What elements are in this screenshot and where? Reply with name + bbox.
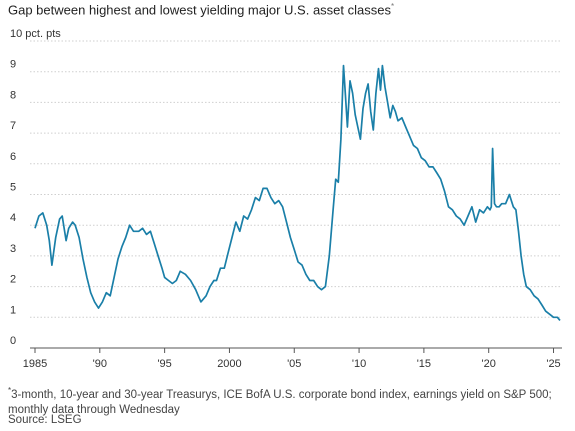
x-tick-label-2005: '05 [287,358,301,370]
title-footnote-marker: * [390,2,395,11]
y-axis-tick-labels: 0 1 2 3 4 5 6 7 8 9 [10,59,16,347]
footnote-text: 3-month, 10-year and 30-year Treasurys, … [8,388,552,416]
source-line: Source: LSEG [8,414,82,426]
x-tick-label-1990: '90 [93,358,107,370]
y-tick-label-7: 7 [10,120,16,132]
y-tick-label-5: 5 [10,182,16,194]
y-tick-label-9: 9 [10,59,16,71]
chart-title: Gap between highest and lowest yielding … [8,2,394,17]
y-tick-label-3: 3 [10,243,16,255]
line-chart: 0 1 2 3 4 5 6 7 8 9 10 pct. pts 1985 '90 '95 2000 '05… [10,28,562,370]
footnote-marker: * [8,386,12,395]
x-tick-label-2025: '25 [546,358,560,370]
y-tick-label-8: 8 [10,89,16,101]
chart-title-text: Gap between highest and lowest yielding … [8,2,391,18]
series-line-yield-gap [34,64,561,321]
y-tick-label-4: 4 [10,212,16,224]
y-tick-label-2: 2 [10,274,16,286]
x-tick-label-1985: 1985 [23,358,47,370]
x-tick-label-2020: '20 [482,358,496,370]
footnote: *3-month, 10-year and 30-year Treasurys,… [8,383,568,418]
y-axis-unit-label: 10 pct. pts [10,28,61,40]
x-axis-ticks: 1985 '90 '95 2000 '05 '10 '15 '20 '25 [23,348,561,370]
y-tick-label-6: 6 [10,151,16,163]
y-tick-label-1: 1 [10,304,16,316]
y-tick-label-0: 0 [10,335,16,347]
x-tick-label-2015: '15 [417,358,431,370]
x-tick-label-2000: 2000 [217,358,241,370]
gridlines [30,40,562,318]
x-tick-label-1995: '95 [157,358,171,370]
x-tick-label-2010: '10 [352,358,366,370]
